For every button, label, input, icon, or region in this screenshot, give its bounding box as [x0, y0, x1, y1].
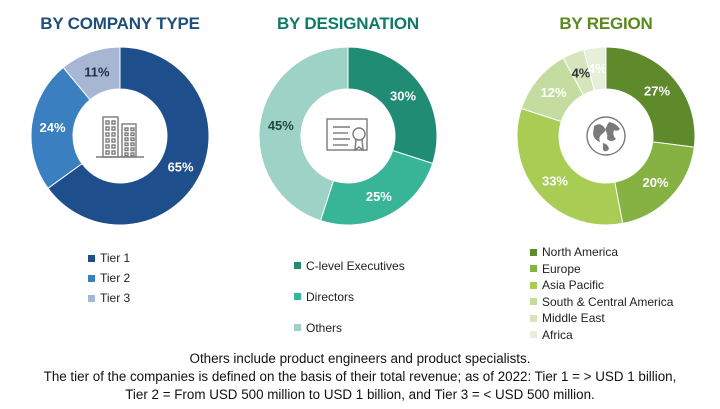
legend-item: Asia Pacific	[530, 277, 673, 294]
legend-item: South & Central America	[530, 294, 673, 311]
legend-swatch	[530, 298, 537, 306]
legend-item: Others	[294, 312, 405, 343]
footnote: Others include product engineers and pro…	[0, 350, 720, 404]
legend-swatch	[530, 265, 537, 273]
company-type-panel: BY COMPANY TYPE 65% 24% 11% Tier 1 Tier 2 Ti…	[0, 0, 240, 350]
slice-c-level-executives	[347, 46, 438, 165]
footnote-line: Others include product engineers and pro…	[189, 351, 531, 366]
legend-label: South & Central America	[542, 294, 674, 309]
legend-label: Europe	[542, 261, 581, 276]
legend-item: Europe	[530, 261, 673, 278]
legend-item: Africa	[530, 327, 673, 344]
legend-item: Tier 3	[88, 288, 130, 308]
slice-tier-2	[30, 66, 91, 190]
chart-title: BY REGION	[559, 14, 653, 33]
designation-legend: C-level Executives Directors Others	[294, 250, 405, 343]
certificate-icon	[326, 118, 368, 152]
legend-swatch	[294, 262, 301, 269]
legend-item: Tier 1	[88, 248, 130, 268]
data-label: 33%	[542, 173, 568, 188]
legend-swatch	[530, 248, 537, 256]
data-label: 25%	[366, 189, 392, 204]
designation-panel: BY DESIGNATION 30% 25% 45% C-level Executi…	[228, 0, 468, 350]
legend-item: C-level Executives	[294, 250, 405, 281]
legend-item: North America	[530, 244, 673, 261]
legend-label: Tier 2	[100, 271, 131, 285]
legend-label: Asia Pacific	[542, 278, 605, 293]
data-label: 27%	[644, 84, 670, 99]
data-label: 65%	[168, 159, 194, 174]
designation-donut: 30% 25% 45%	[258, 46, 438, 226]
data-label: 4%	[572, 65, 591, 80]
legend-label: Middle East	[542, 311, 605, 326]
legend-label: Africa	[542, 327, 573, 342]
legend-swatch	[530, 331, 537, 339]
footnote-line: The tier of the companies is defined on …	[43, 369, 677, 384]
data-label: 30%	[390, 89, 416, 104]
legend-item: Tier 2	[88, 268, 130, 288]
legend-swatch	[88, 274, 95, 282]
legend-swatch	[88, 254, 95, 262]
legend-swatch	[294, 293, 301, 300]
slice-directors	[319, 149, 434, 226]
slice-north-america	[605, 46, 696, 148]
slice-others	[258, 46, 349, 222]
slice-tier-1	[47, 46, 210, 226]
legend-swatch	[88, 294, 95, 302]
company-type-donut: 65% 24% 11%	[30, 46, 210, 226]
footnote-line: Tier 2 = From USD 500 million to USD 1 b…	[125, 387, 595, 402]
buildings-icon	[96, 116, 144, 158]
donut-hole	[560, 90, 652, 182]
legend-label: Others	[306, 320, 343, 335]
data-label: 20%	[643, 175, 669, 190]
region-legend: North America Europe Asia Pacific South & C…	[530, 244, 673, 343]
globe-icon	[586, 116, 626, 156]
data-label: 12%	[541, 85, 567, 100]
data-label: 24%	[40, 120, 66, 135]
chart-title: BY DESIGNATION	[276, 14, 420, 33]
company-type-legend: Tier 1 Tier 2 Tier 3	[88, 248, 130, 308]
region-donut: 27% 20% 33% 12% 4%4%	[516, 46, 696, 226]
slice-tier-3	[62, 46, 121, 101]
data-label: 4%	[588, 61, 607, 76]
chart-title: BY COMPANY TYPE	[40, 14, 200, 33]
legend-swatch	[530, 281, 537, 289]
slice-africa	[583, 46, 607, 92]
legend-label: Tier 3	[100, 291, 131, 305]
legend-label: C-level Executives	[306, 258, 405, 273]
legend-item: Directors	[294, 281, 405, 312]
donut-hole	[302, 90, 394, 182]
legend-swatch	[294, 324, 301, 331]
data-label: 45%	[268, 118, 294, 133]
legend-swatch	[530, 314, 537, 322]
region-panel: BY REGION 27% 20% 33% 12% 4% 4% North America…	[486, 0, 720, 350]
legend-label: Directors	[306, 289, 355, 304]
legend-label: North America	[542, 245, 619, 260]
data-label: 11%	[84, 65, 110, 80]
donut-hole	[74, 90, 166, 182]
legend-item: Middle East	[530, 310, 673, 327]
slice-asia-pacific	[516, 107, 624, 226]
legend-label: Tier 1	[100, 251, 131, 265]
